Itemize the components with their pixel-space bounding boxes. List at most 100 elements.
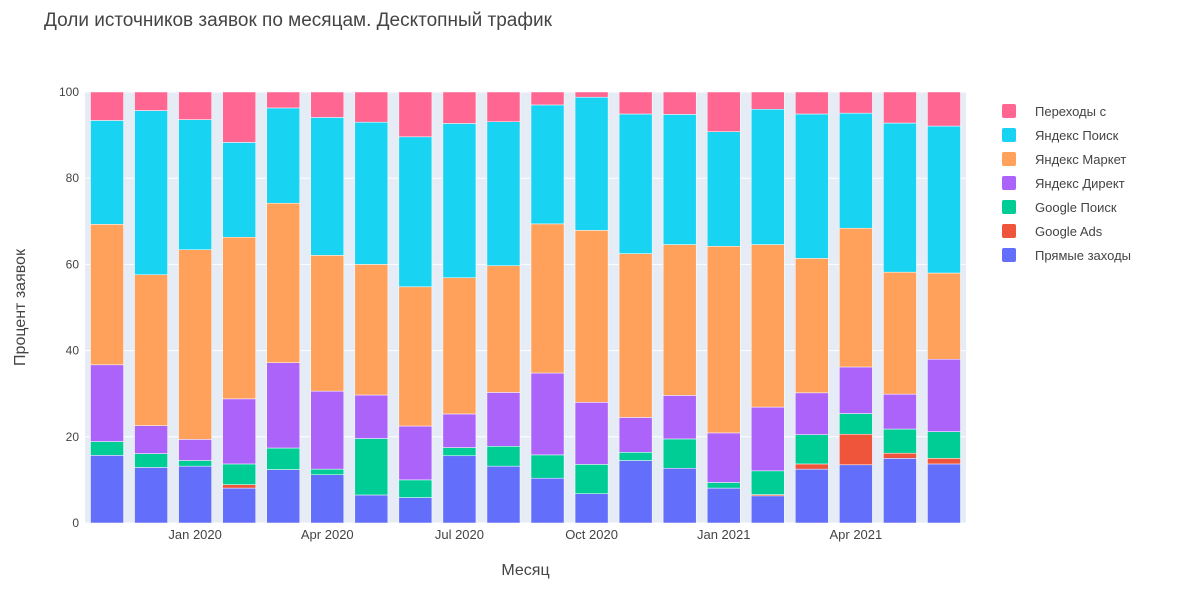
bar-segment <box>486 446 521 467</box>
bar-segment <box>751 470 785 495</box>
bar-segment <box>795 468 829 524</box>
bar-segment <box>927 431 961 459</box>
legend-swatch <box>1002 152 1016 166</box>
bar-segment <box>90 441 124 456</box>
bar-segment <box>266 362 300 449</box>
bar-segment <box>90 120 124 225</box>
legend: Переходы с Яндекс Поиск Яндекс Маркет Яндек… <box>1002 99 1131 267</box>
bar-segment <box>839 464 873 524</box>
bar-segment <box>574 91 609 98</box>
legend-swatch <box>1002 200 1016 214</box>
y-tick-label: 100 <box>59 85 79 99</box>
bar-segment <box>662 244 697 396</box>
bar-segment <box>751 495 785 524</box>
plot-area <box>85 92 966 523</box>
bar-segment <box>618 253 653 418</box>
bar-segment <box>662 91 697 115</box>
bar-segment <box>486 465 521 524</box>
legend-label: Переходы с <box>1035 103 1107 119</box>
bar-segment <box>354 394 389 439</box>
bar-segment <box>354 494 389 524</box>
bar-segment <box>927 91 961 127</box>
bar-segment <box>354 121 389 265</box>
bar-segment <box>706 482 741 489</box>
bar-segment <box>90 224 124 366</box>
bar-segment <box>706 91 741 132</box>
bar-segment <box>927 358 961 432</box>
bar-segment <box>134 110 168 275</box>
bar-segment <box>354 91 389 123</box>
y-tick-label: 60 <box>66 257 80 271</box>
legend-item[interactable]: Прямые заходы <box>1002 243 1131 267</box>
bar-segment <box>398 479 433 498</box>
legend-item[interactable]: Яндекс Директ <box>1002 171 1131 195</box>
bar-segment <box>310 91 345 118</box>
bar-segment <box>398 91 433 138</box>
x-tick-label: Apr 2021 <box>829 527 882 542</box>
bar-segment <box>222 236 256 400</box>
bar-segment <box>310 390 345 470</box>
bar-segment <box>178 249 212 440</box>
bar-segment <box>442 91 477 124</box>
bar-segment <box>222 487 256 524</box>
bar-segment <box>883 428 917 454</box>
bar-segment <box>178 460 212 467</box>
bar-segment <box>90 91 124 121</box>
bar-segment <box>266 447 300 470</box>
x-tick-label: Jan 2020 <box>168 527 222 542</box>
bar-segment <box>662 395 697 440</box>
bar-segment <box>134 425 168 454</box>
bar-segment <box>618 460 653 524</box>
bar-segment <box>310 468 345 475</box>
legend-swatch <box>1002 176 1016 190</box>
x-tick-label: Apr 2020 <box>301 527 354 542</box>
legend-item[interactable]: Google Ads <box>1002 219 1131 243</box>
bar-segment <box>927 125 961 274</box>
bar-segment <box>795 258 829 394</box>
bar-segment <box>618 113 653 254</box>
legend-item[interactable]: Яндекс Поиск <box>1002 123 1131 147</box>
bar-segment <box>795 434 829 465</box>
y-tick-label: 80 <box>66 171 80 185</box>
legend-label: Яндекс Маркет <box>1035 151 1127 167</box>
bar-segment <box>178 465 212 524</box>
bar-segment <box>178 91 212 120</box>
bar-segment <box>398 497 433 524</box>
bar-segment <box>883 452 917 459</box>
bar-segment <box>662 468 697 524</box>
legend-label: Прямые заходы <box>1035 247 1132 263</box>
legend-item[interactable]: Google Поиск <box>1002 195 1131 219</box>
bar-segment <box>486 121 521 266</box>
x-tick-label: Jan 2021 <box>697 527 751 542</box>
bar-segment <box>706 131 741 247</box>
bar-segment <box>354 264 389 396</box>
bar-segment <box>442 413 477 448</box>
bar-segment <box>839 433 873 466</box>
legend-label: Яндекс Директ <box>1035 175 1125 191</box>
bar-segment <box>839 227 873 368</box>
bar-segment <box>618 452 653 461</box>
bar-segment <box>706 246 741 434</box>
bar-segment <box>574 464 609 494</box>
bar-segment <box>354 438 389 496</box>
bar-segment <box>178 439 212 461</box>
bar-segment <box>706 487 741 524</box>
bar-segment <box>839 91 873 114</box>
y-axis-title: Процент заявок <box>12 248 29 366</box>
bar-segment <box>574 230 609 403</box>
bar-segment <box>618 417 653 453</box>
bar-segment <box>310 474 345 524</box>
bar-segment <box>530 372 565 456</box>
legend-swatch <box>1002 128 1016 142</box>
x-tick-label: Jul 2020 <box>435 527 484 542</box>
legend-item[interactable]: Переходы с <box>1002 99 1131 123</box>
bar-segment <box>795 392 829 435</box>
bar-segment <box>310 255 345 392</box>
y-tick-label: 40 <box>66 344 80 358</box>
legend-item[interactable]: Яндекс Маркет <box>1002 147 1131 171</box>
bar-segment <box>222 91 256 143</box>
legend-swatch <box>1002 248 1016 262</box>
bar-segment <box>486 265 521 393</box>
bar-segment <box>883 458 917 524</box>
